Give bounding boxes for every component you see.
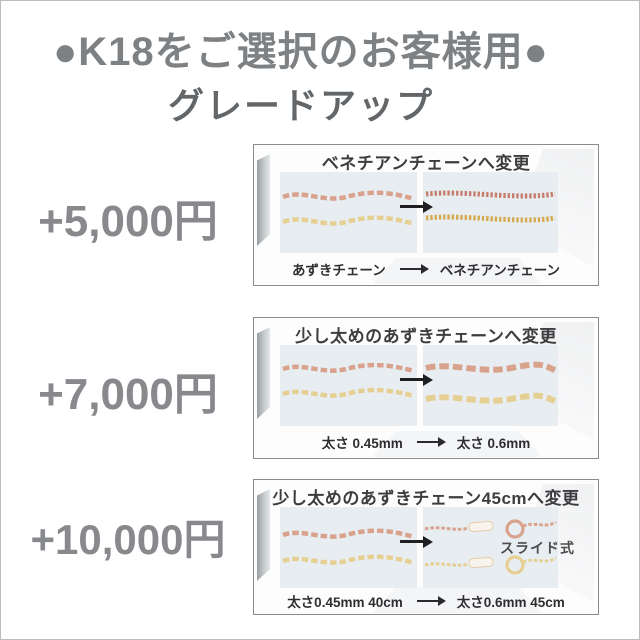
panel-caption: 太さ 0.45mm 太さ 0.6mm [254, 432, 598, 452]
azuki-chain-image [282, 528, 415, 566]
upgrade-panel-thick-azuki: 少し太めのあずきチェーンへ変更 太さ 0.45mm 太さ 0.6mm [253, 317, 599, 459]
azuki-chain-image [282, 190, 415, 227]
after-label: 太さ0.6mm 45cm [456, 595, 565, 610]
before-chain-photo [280, 345, 417, 426]
background-facet [372, 587, 542, 613]
upgrade-panel-45cm: 少し太めのあずきチェーン45cmへ変更 スライド式 太さ0.45mm 40cm [253, 479, 599, 615]
page-title: ●K18をご選択のお客様用● [53, 30, 549, 74]
panel-caption: 太さ0.45mm 40cm 太さ0.6mm 45cm [254, 591, 598, 611]
arrow-right-icon [400, 540, 430, 543]
panel-bevel-decoration [257, 489, 270, 581]
background-facet [372, 258, 542, 284]
panel-caption: あずきチェーン ベネチアンチェーン [254, 259, 598, 279]
azuki-chain-image [282, 362, 415, 399]
arrow-right-icon [400, 205, 430, 208]
arrow-right-icon [416, 440, 443, 444]
chain-with-slide-clasp-image [424, 519, 557, 575]
panel-bevel-decoration [257, 154, 270, 246]
price-label-option-1: +5,000円 [38, 197, 218, 246]
after-chain-photo [423, 172, 558, 253]
price-label-option-2: +7,000円 [38, 370, 218, 419]
venetian-chain-image [425, 190, 556, 223]
after-chain-photo [423, 345, 558, 426]
arrow-right-icon [416, 599, 443, 603]
slide-type-note: スライド式 [500, 540, 575, 556]
before-label: 太さ0.45mm 40cm [287, 595, 403, 610]
price-label-option-3: +10,000円 [30, 516, 226, 563]
panel-header: ベネチアンチェーンへ変更 [321, 154, 531, 173]
before-chain-photo [280, 172, 417, 253]
page-subtitle: グレードアップ [167, 85, 434, 126]
arrow-right-icon [400, 378, 430, 381]
after-label: 太さ 0.6mm [456, 436, 531, 451]
before-label: 太さ 0.45mm [321, 436, 403, 451]
upgrade-panel-venetian: ベネチアンチェーンへ変更 あずきチェーン ベネチアンチェーン [253, 144, 599, 286]
panel-header: 少し太めのあずきチェーンへ変更 [295, 327, 557, 346]
panel-header: 少し太めのあずきチェーン45cmへ変更 [272, 489, 580, 508]
after-chain-photo [423, 507, 558, 588]
after-label: ベネチアンチェーン [439, 263, 561, 278]
background-facet [372, 431, 542, 457]
before-chain-photo [280, 507, 417, 588]
thick-azuki-chain-image [425, 361, 557, 404]
arrow-right-icon [399, 267, 426, 271]
panel-bevel-decoration [257, 327, 270, 419]
before-label: あずきチェーン [291, 263, 386, 278]
